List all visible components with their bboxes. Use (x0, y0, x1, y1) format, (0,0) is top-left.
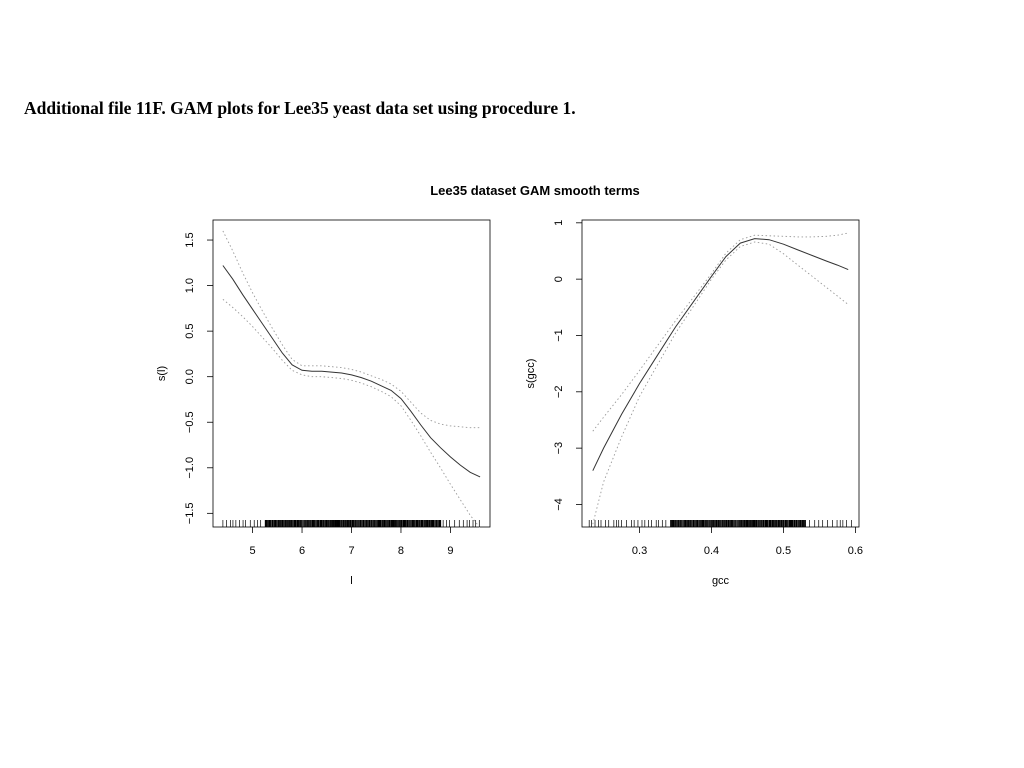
y-tick-label: −1 (553, 329, 565, 342)
y-tick-label: −4 (553, 498, 565, 511)
plot-frame (581, 219, 860, 528)
panel-left: 5 6 7 8 9 l −1.5 −1.0 −0.5 0.0 0.5 1.0 1.5 s(l) (156, 219, 491, 587)
page-caption: Additional file 11F. GAM plots for Lee35… (24, 98, 576, 118)
x-axis-label: gcc (712, 575, 730, 587)
x-tick-label: 6 (299, 545, 305, 557)
panel-right: 0.3 0.4 0.5 0.6 gcc −4 −3 −2 −1 0 1 s(gcc) (525, 219, 863, 587)
y-axis-label: s(l) (156, 366, 168, 381)
y-tick-label: 1.5 (184, 232, 196, 247)
confidence-band-lower-band (592, 241, 849, 525)
y-tick-label: −0.5 (184, 411, 196, 433)
x-tick-label: 0.3 (632, 545, 647, 557)
x-axis-label: l (350, 575, 352, 587)
y-tick-label: −2 (553, 386, 565, 399)
y-tick-label: −1.5 (184, 502, 196, 524)
x-tick-label: 5 (250, 545, 256, 557)
y-tick-label: 1 (553, 220, 565, 226)
y-tick-label: 0.0 (184, 369, 196, 384)
smooth-curve (222, 265, 481, 478)
y-tick-label: 0 (553, 276, 565, 282)
confidence-band-upper-band (592, 232, 849, 432)
x-tick-label: 0.5 (776, 545, 791, 557)
y-tick-label: 1.0 (184, 278, 196, 293)
confidence-band-lower-band (222, 298, 481, 529)
rug-plot (222, 520, 480, 527)
smooth-curve (592, 238, 849, 471)
x-tick-label: 9 (447, 545, 453, 557)
x-tick-label: 8 (398, 545, 404, 557)
confidence-band-upper-band (222, 230, 481, 429)
y-axis-label: s(gcc) (525, 359, 537, 389)
x-tick-label: 7 (348, 545, 354, 557)
y-tick-label: −1.0 (184, 457, 196, 479)
y-tick-label: 0.5 (184, 323, 196, 338)
rug-plot (588, 520, 852, 527)
x-tick-label: 0.4 (704, 545, 719, 557)
figure-main-title: Lee35 dataset GAM smooth terms (430, 183, 640, 198)
x-tick-label: 0.6 (848, 545, 863, 557)
y-tick-label: −3 (553, 442, 565, 455)
